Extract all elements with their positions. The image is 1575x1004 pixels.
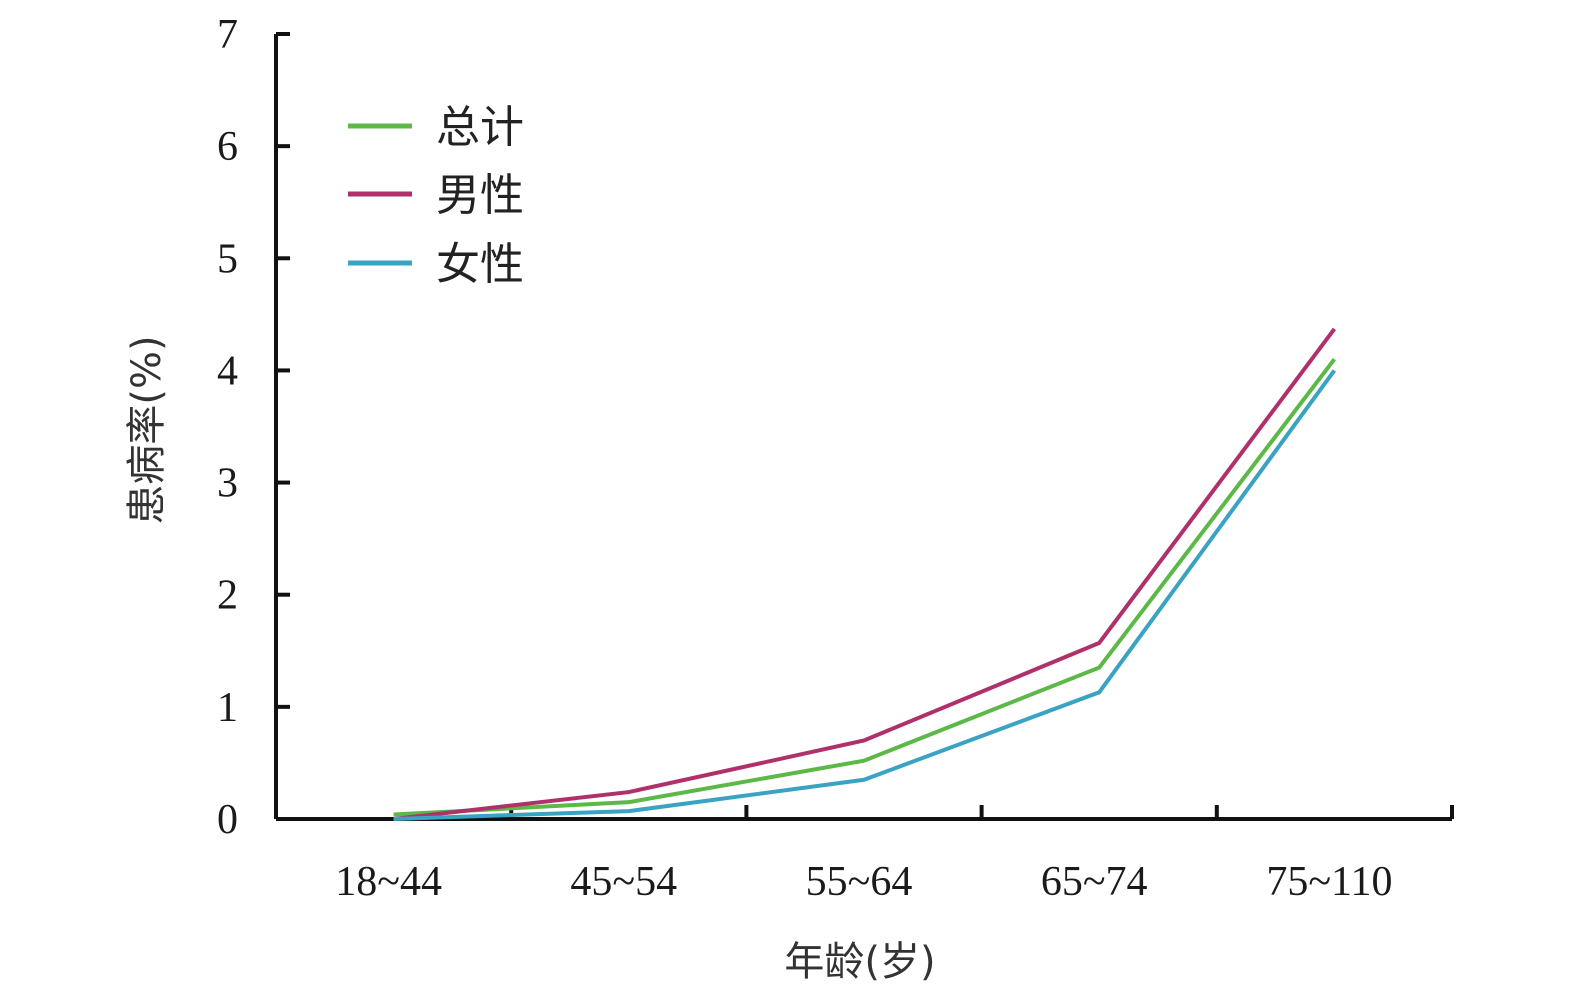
y-tick-label: 1 bbox=[217, 685, 238, 731]
y-tick-label: 4 bbox=[217, 348, 238, 394]
x-tick-label: 65~74 bbox=[1041, 859, 1148, 905]
y-tick-label: 6 bbox=[217, 124, 238, 170]
x-tick-label: 18~44 bbox=[335, 859, 442, 905]
series-line-1 bbox=[393, 327, 1337, 821]
x-tick-label: 45~54 bbox=[570, 859, 677, 905]
series-line-0 bbox=[393, 358, 1336, 817]
y-tick-label: 3 bbox=[217, 461, 238, 507]
series-lines bbox=[393, 327, 1337, 821]
y-tick-label: 5 bbox=[217, 236, 238, 282]
y-tick-label: 0 bbox=[217, 797, 238, 843]
legend-label: 女性 bbox=[436, 239, 524, 290]
legend-label: 总计 bbox=[436, 102, 524, 153]
x-axis: 18~44 45~54 55~64 65~74 75~110 bbox=[276, 805, 1454, 905]
y-axis-title: 患病率(%) bbox=[124, 335, 170, 524]
series-line-2 bbox=[393, 369, 1337, 821]
y-tick-label: 7 bbox=[217, 12, 238, 58]
legend-label: 男性 bbox=[436, 170, 524, 221]
y-tick-label: 2 bbox=[217, 573, 238, 619]
x-tick-label: 75~110 bbox=[1266, 859, 1392, 905]
x-axis-title: 年龄(岁) bbox=[784, 939, 935, 985]
y-axis: 0 1 2 3 4 5 6 7 bbox=[217, 12, 290, 843]
x-tick-label: 55~64 bbox=[806, 859, 913, 905]
